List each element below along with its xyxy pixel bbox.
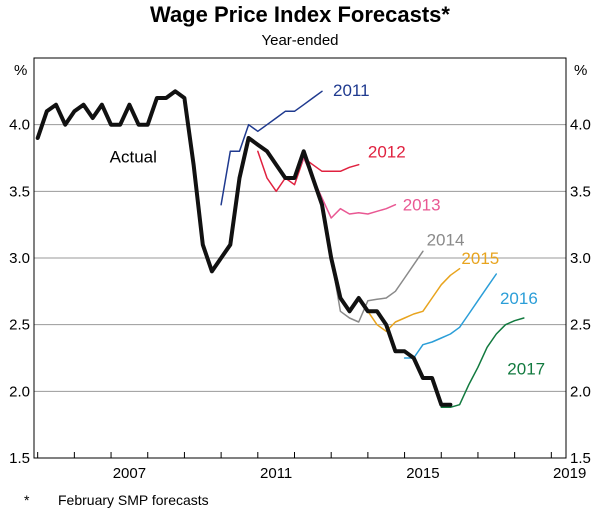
y-tick-label-left: 4.0 (9, 117, 30, 134)
y-tick-label-left: 2.5 (9, 317, 30, 334)
y-tick-label-left: 3.5 (9, 183, 30, 200)
y-tick-label-right: 3.0 (570, 250, 591, 267)
x-tick-label: 2015 (406, 465, 439, 482)
series-line-2015 (367, 267, 461, 333)
y-tick-label-left: 3.0 (9, 250, 30, 267)
y-tick-label-right: 1.5 (570, 450, 591, 467)
series-line-2014 (330, 250, 424, 323)
series-label-2012: 2012 (368, 142, 406, 161)
y-tick-label-left: 2.0 (9, 383, 30, 400)
series-label-actual: Actual (110, 148, 157, 167)
x-tick-label: 2007 (113, 465, 146, 482)
series-label-2014: 2014 (427, 230, 465, 249)
chart-title: Wage Price Index Forecasts* (150, 2, 450, 27)
series-label-2015: 2015 (461, 249, 499, 268)
series-label-2016: 2016 (500, 289, 538, 308)
series-label-2017: 2017 (507, 360, 545, 379)
series-group (35, 89, 525, 409)
footnote-marker: * (24, 492, 30, 508)
series-line-2017 (440, 317, 525, 409)
y-tick-label-right: 4.0 (570, 117, 591, 134)
y-unit-left: % (14, 62, 27, 79)
footnote-text: February SMP forecasts (58, 492, 209, 508)
y-tick-label-left: 1.5 (9, 450, 30, 467)
y-unit-right: % (574, 62, 587, 79)
y-tick-label-right: 2.0 (570, 383, 591, 400)
footnote: * February SMP forecasts (24, 492, 209, 508)
x-tick-label: 2019 (553, 465, 586, 482)
y-tick-label-right: 3.5 (570, 183, 591, 200)
series-line-2011 (220, 90, 323, 206)
series-label-2011: 2011 (333, 81, 370, 100)
series-line-2016 (403, 273, 498, 359)
axis-ticks: 1.5 1.5 2.0 2.0 2.5 2.5 3.0 3.0 3.5 3.5 4.0 4.0 2007… (9, 117, 591, 482)
chart-subtitle: Year-ended (261, 32, 339, 49)
gridlines (34, 124, 566, 392)
plot-frame (33, 57, 567, 459)
x-tick-label: 2011 (260, 465, 292, 482)
y-tick-label-right: 2.5 (570, 317, 591, 334)
series-line-actual (35, 89, 453, 407)
series-label-2013: 2013 (403, 196, 441, 215)
